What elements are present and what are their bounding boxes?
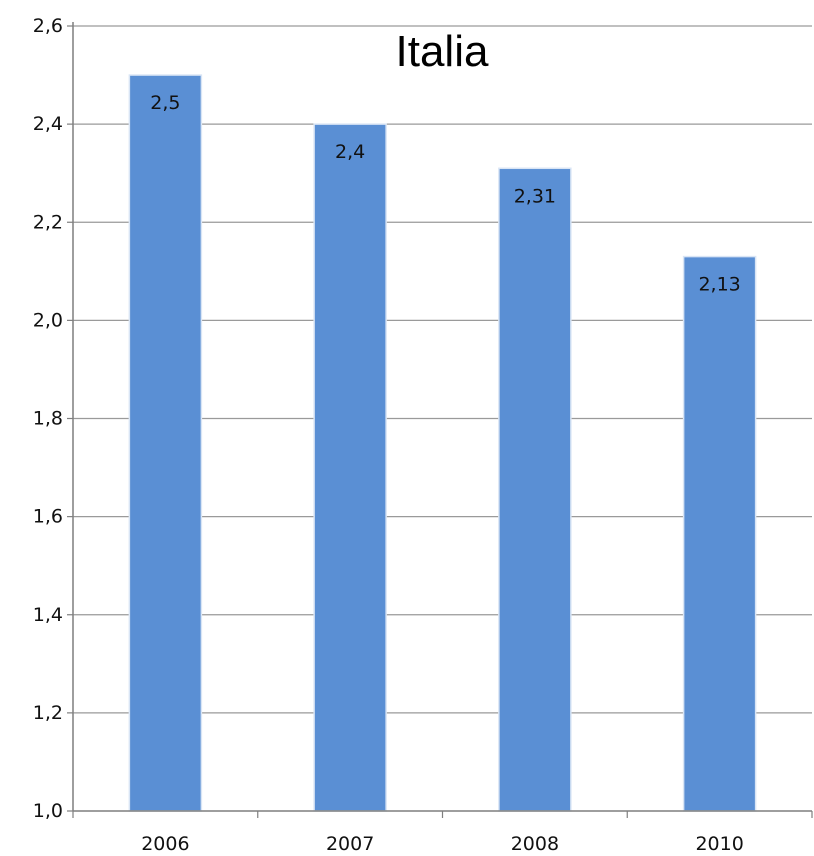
bars (128, 74, 757, 812)
data-label: 2,31 (514, 185, 556, 207)
axes (67, 22, 813, 818)
y-tick-label: 1,8 (33, 408, 63, 430)
data-label: 2,4 (335, 141, 365, 163)
y-tick-label: 1,4 (33, 604, 63, 626)
y-tick-labels: 1,0 1,2 1,4 1,6 1,8 2,0 2,2 2,4 2,6 (33, 15, 63, 822)
y-tick-label: 2,2 (33, 211, 63, 233)
x-tick-label: 2010 (695, 833, 743, 855)
data-label: 2,13 (698, 274, 740, 296)
x-tick-labels: 2006 2007 2008 2010 (141, 833, 744, 855)
y-tick-label: 2,4 (33, 113, 63, 135)
data-labels: 2,5 2,4 2,31 2,13 (150, 92, 741, 296)
y-tick-label: 1,6 (33, 506, 63, 528)
x-tick-label: 2008 (511, 833, 559, 855)
x-tick-label: 2006 (141, 833, 189, 855)
bar (128, 74, 203, 812)
y-tick-label: 2,0 (33, 309, 63, 331)
bar (498, 167, 572, 812)
data-label: 2,5 (150, 92, 180, 114)
y-tick-label: 1,2 (33, 702, 63, 724)
bar (313, 123, 387, 812)
y-tick-label: 1,0 (33, 800, 63, 822)
x-tick-label: 2007 (326, 833, 374, 855)
y-tick-label: 2,6 (33, 15, 63, 37)
chart-title: Italia (396, 27, 489, 76)
bar (682, 255, 757, 812)
